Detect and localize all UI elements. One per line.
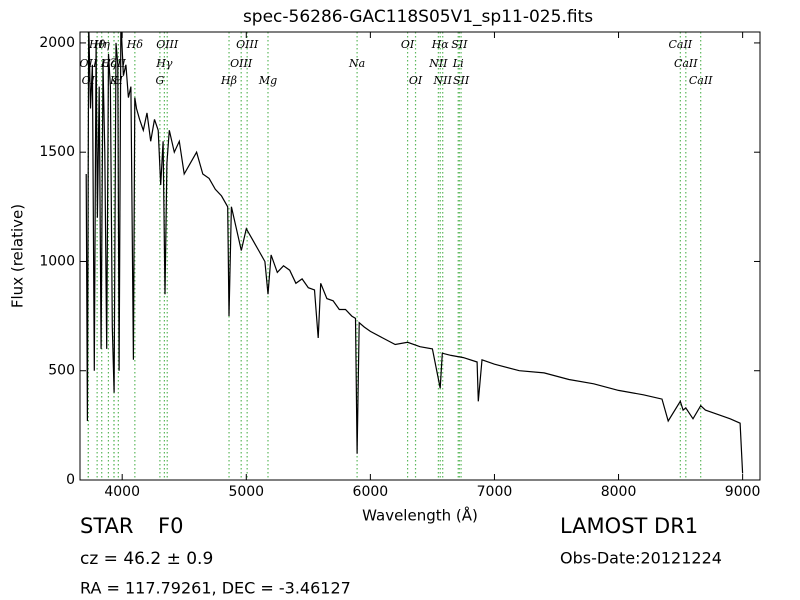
y-tick-label: 0	[66, 472, 75, 488]
spectral-line-label: OIII	[156, 38, 179, 51]
y-tick-label: 500	[48, 363, 75, 379]
y-tick-label: 2000	[39, 35, 75, 51]
plot-frame	[79, 31, 761, 481]
x-tick-label: 9000	[725, 484, 761, 500]
spectral-line-label: K	[109, 74, 119, 87]
spectral-line-label: SII	[451, 38, 468, 51]
x-tick-label: 6000	[353, 484, 389, 500]
spectral-line-label: Hγ	[155, 57, 173, 70]
spectral-line-label: OII	[79, 57, 97, 70]
survey: LAMOST DR1	[560, 514, 698, 538]
spectral-line-label: Mg	[258, 74, 277, 87]
spectral-line-label: Hα	[431, 38, 450, 51]
spectral-line-label: Li	[452, 57, 464, 70]
x-tick-label: 8000	[601, 484, 637, 500]
x-axis-label: Wavelength (Å)	[362, 506, 478, 525]
x-tick-label: 4000	[104, 484, 140, 500]
obs-date: Obs-Date:20121224	[560, 549, 722, 568]
chart-title: spec-56286-GAC118S05V1_sp11-025.fits	[243, 7, 593, 27]
star-subclass: F0	[158, 514, 183, 538]
spectral-line-label: OI	[401, 38, 415, 51]
spectral-line-label: OIII	[236, 38, 259, 51]
spectral-line-label: Hθ	[88, 38, 106, 51]
spectral-line-label: NII	[433, 74, 453, 87]
spectral-line-label: SII	[453, 74, 470, 87]
spectral-line-label: G	[156, 74, 165, 87]
spectral-line-label: CaII	[668, 38, 692, 51]
spectral-line-label: CaII	[689, 74, 713, 87]
spectral-line-label: Hη	[93, 38, 111, 51]
spectrum	[85, 32, 744, 474]
star-class: STAR	[80, 514, 133, 538]
spectral-line-label: H	[113, 74, 124, 87]
spectral-line-label: OIII	[230, 57, 253, 70]
spectral-line-label: Hδ	[126, 38, 144, 51]
redshift: cz = 46.2 ± 0.9	[80, 549, 213, 569]
y-tick-label: 1000	[39, 253, 75, 269]
spectral-line-label: NII	[428, 57, 448, 70]
spectral-line-label: CaII	[102, 57, 126, 70]
spectrum-line	[85, 32, 744, 474]
coordinates: RA = 117.79261, DEC = -3.46127	[80, 579, 351, 598]
y-axis-label: Flux (relative)	[9, 204, 27, 308]
spectral-line-label: OI	[409, 74, 423, 87]
spectral-line-label: Hζ	[100, 57, 118, 70]
x-tick-label: 5000	[228, 484, 264, 500]
x-tick-label: 7000	[477, 484, 513, 500]
spectral-line-label: Na	[348, 57, 365, 70]
y-tick-label: 1500	[39, 144, 75, 160]
spectral-line-label: Hβ	[220, 74, 237, 87]
spectral-line-label: CaII	[674, 57, 698, 70]
spectral-line-label: OI	[82, 74, 96, 87]
